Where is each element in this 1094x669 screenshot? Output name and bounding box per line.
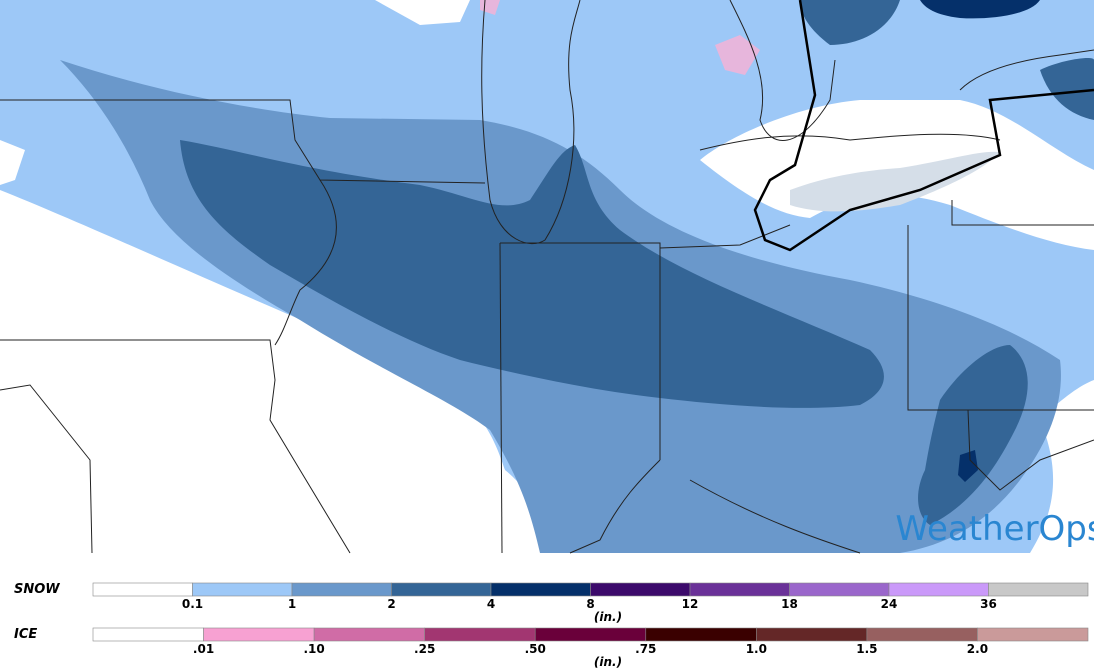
legend-tick-label: .50 — [525, 642, 546, 656]
legend-swatch — [789, 582, 890, 597]
legend-title: SNOW — [14, 582, 60, 597]
legend-swatch — [391, 582, 492, 597]
legend-swatch — [645, 627, 757, 642]
legend-tick-label: 1.0 — [746, 642, 767, 656]
legend-tick-label: 12 — [682, 597, 699, 611]
legend-swatch — [888, 582, 989, 597]
legend-tick-label: 24 — [881, 597, 898, 611]
legend-swatch — [988, 582, 1089, 597]
map: WeatherOps — [0, 0, 1094, 554]
legend-unit: (in.) — [594, 655, 622, 669]
legend-tick-label: 2.0 — [967, 642, 988, 656]
legend-swatch — [756, 627, 868, 642]
legend-title: ICE — [14, 627, 37, 642]
legend-swatch — [92, 582, 193, 597]
legend-swatch — [977, 627, 1089, 642]
legend-swatch — [192, 582, 293, 597]
legend-tick-label: 1.5 — [856, 642, 877, 656]
legend-swatch — [490, 582, 591, 597]
legend-swatch — [424, 627, 536, 642]
legend-unit: (in.) — [594, 610, 622, 624]
legend-swatch — [534, 627, 647, 642]
legend-swatch — [313, 627, 425, 642]
legend-tick-label: .10 — [303, 642, 324, 656]
legend-tick-label: 36 — [980, 597, 997, 611]
legend-tick-label: 2 — [387, 597, 395, 611]
legend-swatch — [590, 582, 691, 597]
legend-swatch — [689, 582, 790, 597]
legend-tick-label: 4 — [487, 597, 495, 611]
logo: WeatherOps — [895, 509, 1094, 549]
legend-swatch — [291, 582, 392, 597]
legend-swatch — [92, 627, 204, 642]
legend-tick-label: .01 — [193, 642, 214, 656]
legend-swatch — [866, 627, 978, 642]
legend-tick-label: 18 — [781, 597, 798, 611]
legend-tick-label: .25 — [414, 642, 435, 656]
legend-swatch — [203, 627, 315, 642]
legend-tick-label: .75 — [635, 642, 656, 656]
legend-tick-label: 8 — [586, 597, 594, 611]
legend-tick-label: 1 — [288, 597, 296, 611]
legend-tick-label: 0.1 — [182, 597, 203, 611]
